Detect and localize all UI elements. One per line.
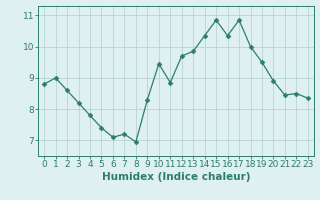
X-axis label: Humidex (Indice chaleur): Humidex (Indice chaleur)	[102, 172, 250, 182]
